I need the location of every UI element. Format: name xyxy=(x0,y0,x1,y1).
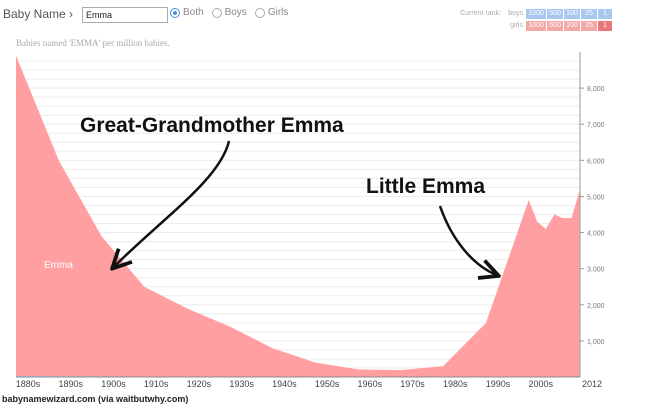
toolbar: Baby Name › Emma Both Boys Girls Current… xyxy=(0,0,666,32)
x-tick-label: 1990s xyxy=(486,379,511,389)
y-tick-label: 2,000 xyxy=(587,303,605,310)
rank-cell[interactable]: 500 xyxy=(547,8,563,19)
radio-label: Boys xyxy=(224,7,247,18)
radio-circle-icon xyxy=(211,7,222,18)
rank-cell[interactable]: 1 xyxy=(598,8,612,19)
current-rank-legend: Current rank: boys 1000 500 100 25 1 gir… xyxy=(460,8,612,32)
x-tick-label: 1960s xyxy=(358,379,383,389)
x-tick-label: 1930s xyxy=(229,379,254,389)
annotation-arrow xyxy=(438,205,499,276)
rank-cell[interactable]: 100 xyxy=(564,8,580,19)
annotation-arrow xyxy=(112,140,231,269)
annotation-label: Little Emma xyxy=(366,175,485,198)
y-tick-label: 3,000 xyxy=(587,267,605,274)
y-tick-label: 8,000 xyxy=(587,86,605,93)
radio-circle-icon xyxy=(170,7,180,18)
x-tick-label: 1880s xyxy=(16,379,41,389)
source-credit: babynamewizard.com (via waitbutwhy.com) xyxy=(2,394,189,404)
rank-row-girls: girls 1000 500 100 25 1 xyxy=(460,20,612,31)
app-title: Baby Name › xyxy=(3,7,74,21)
y-tick-label: 6,000 xyxy=(587,158,605,165)
rank-cell[interactable]: 1000 xyxy=(526,20,546,31)
radio-girls[interactable]: Girls xyxy=(254,7,289,18)
current-rank-label: Current rank: xyxy=(460,10,501,17)
rank-cell[interactable]: 1 xyxy=(598,20,612,31)
radio-label: Girls xyxy=(267,7,289,18)
series-label: Emma xyxy=(44,260,73,271)
x-tick-label: 2012 xyxy=(582,379,602,389)
rank-row-label: boys xyxy=(508,10,523,17)
rank-cell[interactable]: 25 xyxy=(581,20,597,31)
rank-cell[interactable]: 100 xyxy=(564,20,580,31)
x-tick-label: 1910s xyxy=(144,379,169,389)
radio-circle-icon xyxy=(254,7,265,18)
x-tick-label: 1970s xyxy=(400,379,425,389)
annotation-label: Great-Grandmother Emma xyxy=(80,114,344,137)
y-tick-label: 5,000 xyxy=(587,194,605,201)
name-search-input[interactable]: Emma xyxy=(82,7,168,23)
radio-boys[interactable]: Boys xyxy=(211,7,247,18)
rank-cell[interactable]: 500 xyxy=(547,20,563,31)
gender-filter: Both Boys Girls xyxy=(170,7,288,18)
y-tick-label: 4,000 xyxy=(587,231,605,238)
rank-row-label: girls xyxy=(510,22,523,29)
x-tick-label: 1950s xyxy=(315,379,340,389)
x-tick-label: 1940s xyxy=(272,379,297,389)
y-tick-label: 7,000 xyxy=(587,122,605,129)
rank-cell[interactable]: 25 xyxy=(581,8,597,19)
radio-label: Both xyxy=(183,7,204,18)
rank-row-boys: Current rank: boys 1000 500 100 25 1 xyxy=(460,8,612,19)
x-tick-label: 2000s xyxy=(528,379,553,389)
x-tick-label: 1980s xyxy=(443,379,468,389)
chart-subtitle: Babies named 'EMMA' per million babies. xyxy=(16,38,170,48)
x-tick-label: 1900s xyxy=(101,379,126,389)
series-area xyxy=(16,55,580,377)
rank-cell[interactable]: 1000 xyxy=(526,8,546,19)
x-tick-label: 1890s xyxy=(58,379,83,389)
x-tick-label: 1920s xyxy=(187,379,212,389)
y-tick-label: 1,000 xyxy=(587,339,605,346)
radio-both[interactable]: Both xyxy=(170,7,204,18)
